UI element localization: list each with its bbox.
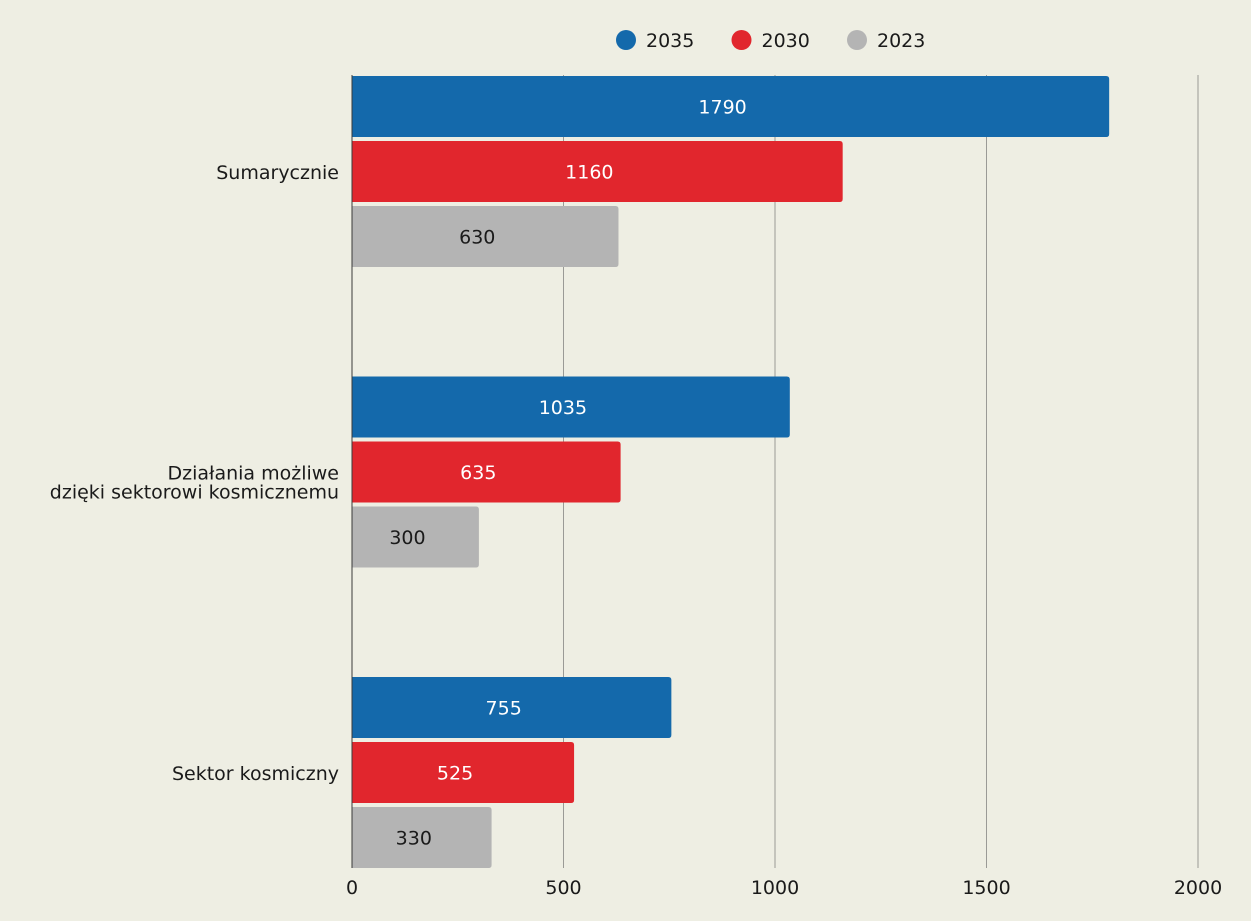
bar-2035-category-3 [352,677,672,738]
legend-item-2023: 2023 [847,30,925,52]
bar-value-label-2035-category-1: 1790 [698,97,746,119]
category-label-3: Sektor kosmiczny [172,763,339,785]
bar-2023-category-3 [352,807,492,868]
legend-label-2030: 2030 [762,30,810,52]
category-label-line: Działania możliwe [168,463,339,485]
legend-label-2023: 2023 [877,30,925,52]
bar-2030-category-3 [352,742,575,803]
x-tick-label-0: 0 [346,877,358,899]
category-label-line: dzięki sektorowi kosmicznemu [50,482,339,504]
bar-value-label-2030-category-2: 635 [460,462,496,484]
legend-marker-2035 [616,30,636,50]
bar-value-label-2030-category-3: 525 [437,763,473,785]
legend-marker-2030 [731,30,752,50]
bars: 1790 1160 630 1035 635 300 755 525 330 [352,76,1110,868]
bar-2035-category-1 [352,76,1110,137]
category-label-1: Sumarycznie [216,162,339,184]
bar-2023-category-1 [352,206,619,267]
bar-value-label-2030-category-1: 1160 [565,162,613,184]
bar-value-label-2035-category-2: 1035 [539,397,587,419]
legend: 2035 2030 2023 [616,30,925,52]
category-label-2: Działania możliwe dzięki sektorowi kosmic… [50,463,339,504]
x-tick-label-1000: 1000 [751,877,799,899]
legend-item-2030: 2030 [731,30,810,52]
bar-2035-category-2 [352,376,790,438]
x-tick-label-1500: 1500 [962,877,1010,899]
legend-label-2035: 2035 [646,30,694,52]
bar-value-label-2023-category-3: 330 [396,828,432,850]
legend-item-2035: 2035 [616,30,694,52]
legend-marker-2023 [847,30,867,50]
category-labels: Sumarycznie Działania możliwe dzięki sekto… [50,162,339,785]
x-tick-label-2000: 2000 [1174,877,1222,899]
category-label-line: Sumarycznie [216,162,339,184]
bar-value-label-2035-category-3: 755 [486,698,522,720]
category-label-line: Sektor kosmiczny [172,763,339,785]
bar-2030-category-1 [352,141,843,202]
x-tick-label-500: 500 [545,877,581,899]
bar-value-label-2023-category-1: 630 [459,227,495,249]
bar-value-label-2023-category-2: 300 [389,527,425,549]
bar-2030-category-2 [352,441,621,503]
bar-2023-category-2 [352,506,479,568]
x-axis: 0 500 1000 1500 2000 [346,75,1222,899]
